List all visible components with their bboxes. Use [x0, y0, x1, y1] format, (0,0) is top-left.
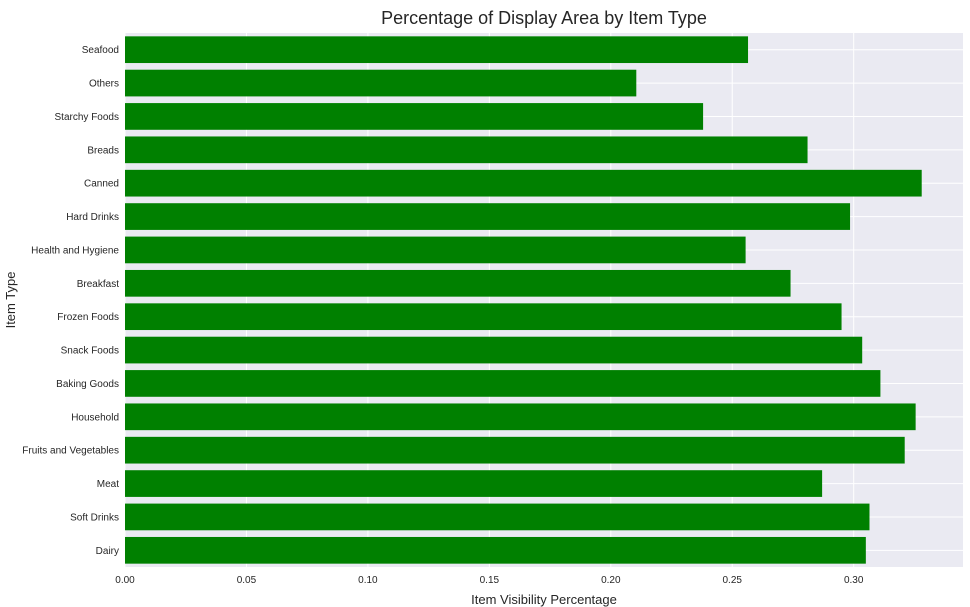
x-tick-label: 0.15: [480, 575, 500, 586]
x-tick-label: 0.20: [601, 575, 621, 586]
y-tick-label: Soft Drinks: [70, 512, 119, 523]
y-axis-label: Item Type: [3, 272, 18, 329]
bar-meat: [125, 470, 823, 497]
x-tick-label: 0.25: [723, 575, 743, 586]
bar-soft-drinks: [125, 503, 870, 531]
y-tick-label: Household: [71, 412, 119, 423]
bar-breads: [125, 136, 808, 164]
bar-household: [125, 403, 916, 431]
x-tick-labels: 0.00 0.05 0.10 0.15 0.20 0.25 0.30: [115, 575, 864, 586]
y-tick-label: Starchy Foods: [55, 112, 119, 123]
y-tick-label: Fruits and Vegetables: [22, 446, 119, 457]
y-tick-label: Hard Drinks: [66, 212, 119, 223]
bar-seafood: [125, 36, 749, 64]
x-axis-label: Item Visibility Percentage: [471, 592, 617, 607]
y-tick-label: Snack Foods: [61, 346, 119, 357]
bar-snack-foods: [125, 336, 863, 364]
y-tick-label: Canned: [84, 179, 119, 190]
bar-others: [125, 69, 637, 97]
bar-fruits-and-vegetables: [125, 436, 905, 464]
bar-dairy: [125, 536, 866, 564]
bar-breakfast: [125, 269, 791, 297]
y-tick-label: Others: [89, 79, 119, 90]
bar-health-and-hygiene: [125, 236, 746, 264]
bar-starchy-foods: [125, 103, 704, 130]
x-tick-label: 0.00: [115, 575, 135, 586]
y-tick-label: Breakfast: [77, 279, 119, 290]
bar-frozen-foods: [125, 303, 842, 331]
bar-hard-drinks: [125, 203, 851, 230]
chart-title: Percentage of Display Area by Item Type: [381, 8, 707, 28]
y-tick-label: Meat: [97, 479, 119, 490]
y-tick-labels: Dairy Soft Drinks Meat Fruits and Vegetable…: [22, 45, 119, 557]
x-tick-label: 0.30: [844, 575, 864, 586]
x-tick-label: 0.05: [237, 575, 257, 586]
y-tick-label: Baking Goods: [56, 379, 119, 390]
y-tick-label: Frozen Foods: [57, 312, 119, 323]
bar-canned: [125, 169, 922, 197]
y-tick-label: Dairy: [96, 546, 119, 557]
bars: [125, 36, 922, 564]
x-tick-label: 0.10: [358, 575, 378, 586]
bar-baking-goods: [125, 370, 881, 397]
y-tick-label: Health and Hygiene: [31, 245, 119, 256]
y-tick-label: Breads: [87, 145, 119, 156]
y-tick-label: Seafood: [82, 45, 119, 56]
